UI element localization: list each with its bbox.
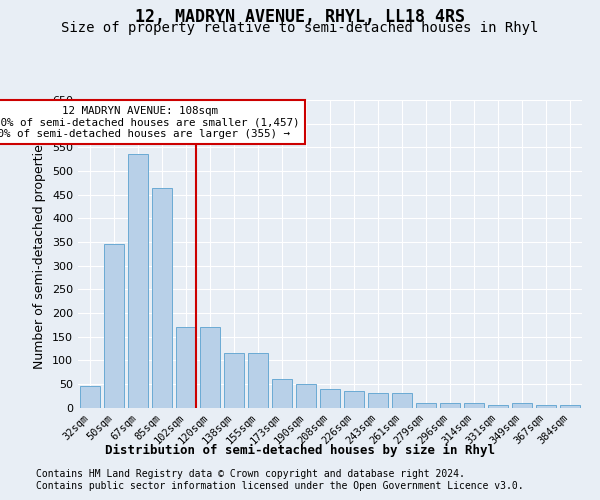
Bar [224, 353, 244, 408]
Bar [200, 327, 220, 407]
Text: 12 MADRYN AVENUE: 108sqm
← 80% of semi-detached houses are smaller (1,457)
20% o: 12 MADRYN AVENUE: 108sqm ← 80% of semi-d… [0, 106, 299, 139]
Text: 12, MADRYN AVENUE, RHYL, LL18 4RS: 12, MADRYN AVENUE, RHYL, LL18 4RS [135, 8, 465, 26]
Y-axis label: Number of semi-detached properties: Number of semi-detached properties [34, 138, 46, 370]
Text: Distribution of semi-detached houses by size in Rhyl: Distribution of semi-detached houses by … [105, 444, 495, 457]
Bar [272, 379, 292, 408]
Bar [488, 405, 508, 407]
Text: Size of property relative to semi-detached houses in Rhyl: Size of property relative to semi-detach… [61, 21, 539, 35]
Bar [536, 405, 556, 407]
Bar [296, 384, 316, 407]
Bar [392, 394, 412, 407]
Bar [152, 188, 172, 408]
Bar [176, 327, 196, 407]
Bar [464, 403, 484, 407]
Bar [344, 391, 364, 407]
Bar [416, 403, 436, 407]
Bar [248, 353, 268, 408]
Bar [128, 154, 148, 408]
Bar [512, 403, 532, 407]
Bar [320, 388, 340, 407]
Text: Contains HM Land Registry data © Crown copyright and database right 2024.: Contains HM Land Registry data © Crown c… [36, 469, 465, 479]
Bar [440, 403, 460, 407]
Bar [560, 405, 580, 407]
Bar [368, 394, 388, 407]
Bar [104, 244, 124, 408]
Bar [80, 386, 100, 407]
Text: Contains public sector information licensed under the Open Government Licence v3: Contains public sector information licen… [36, 481, 524, 491]
